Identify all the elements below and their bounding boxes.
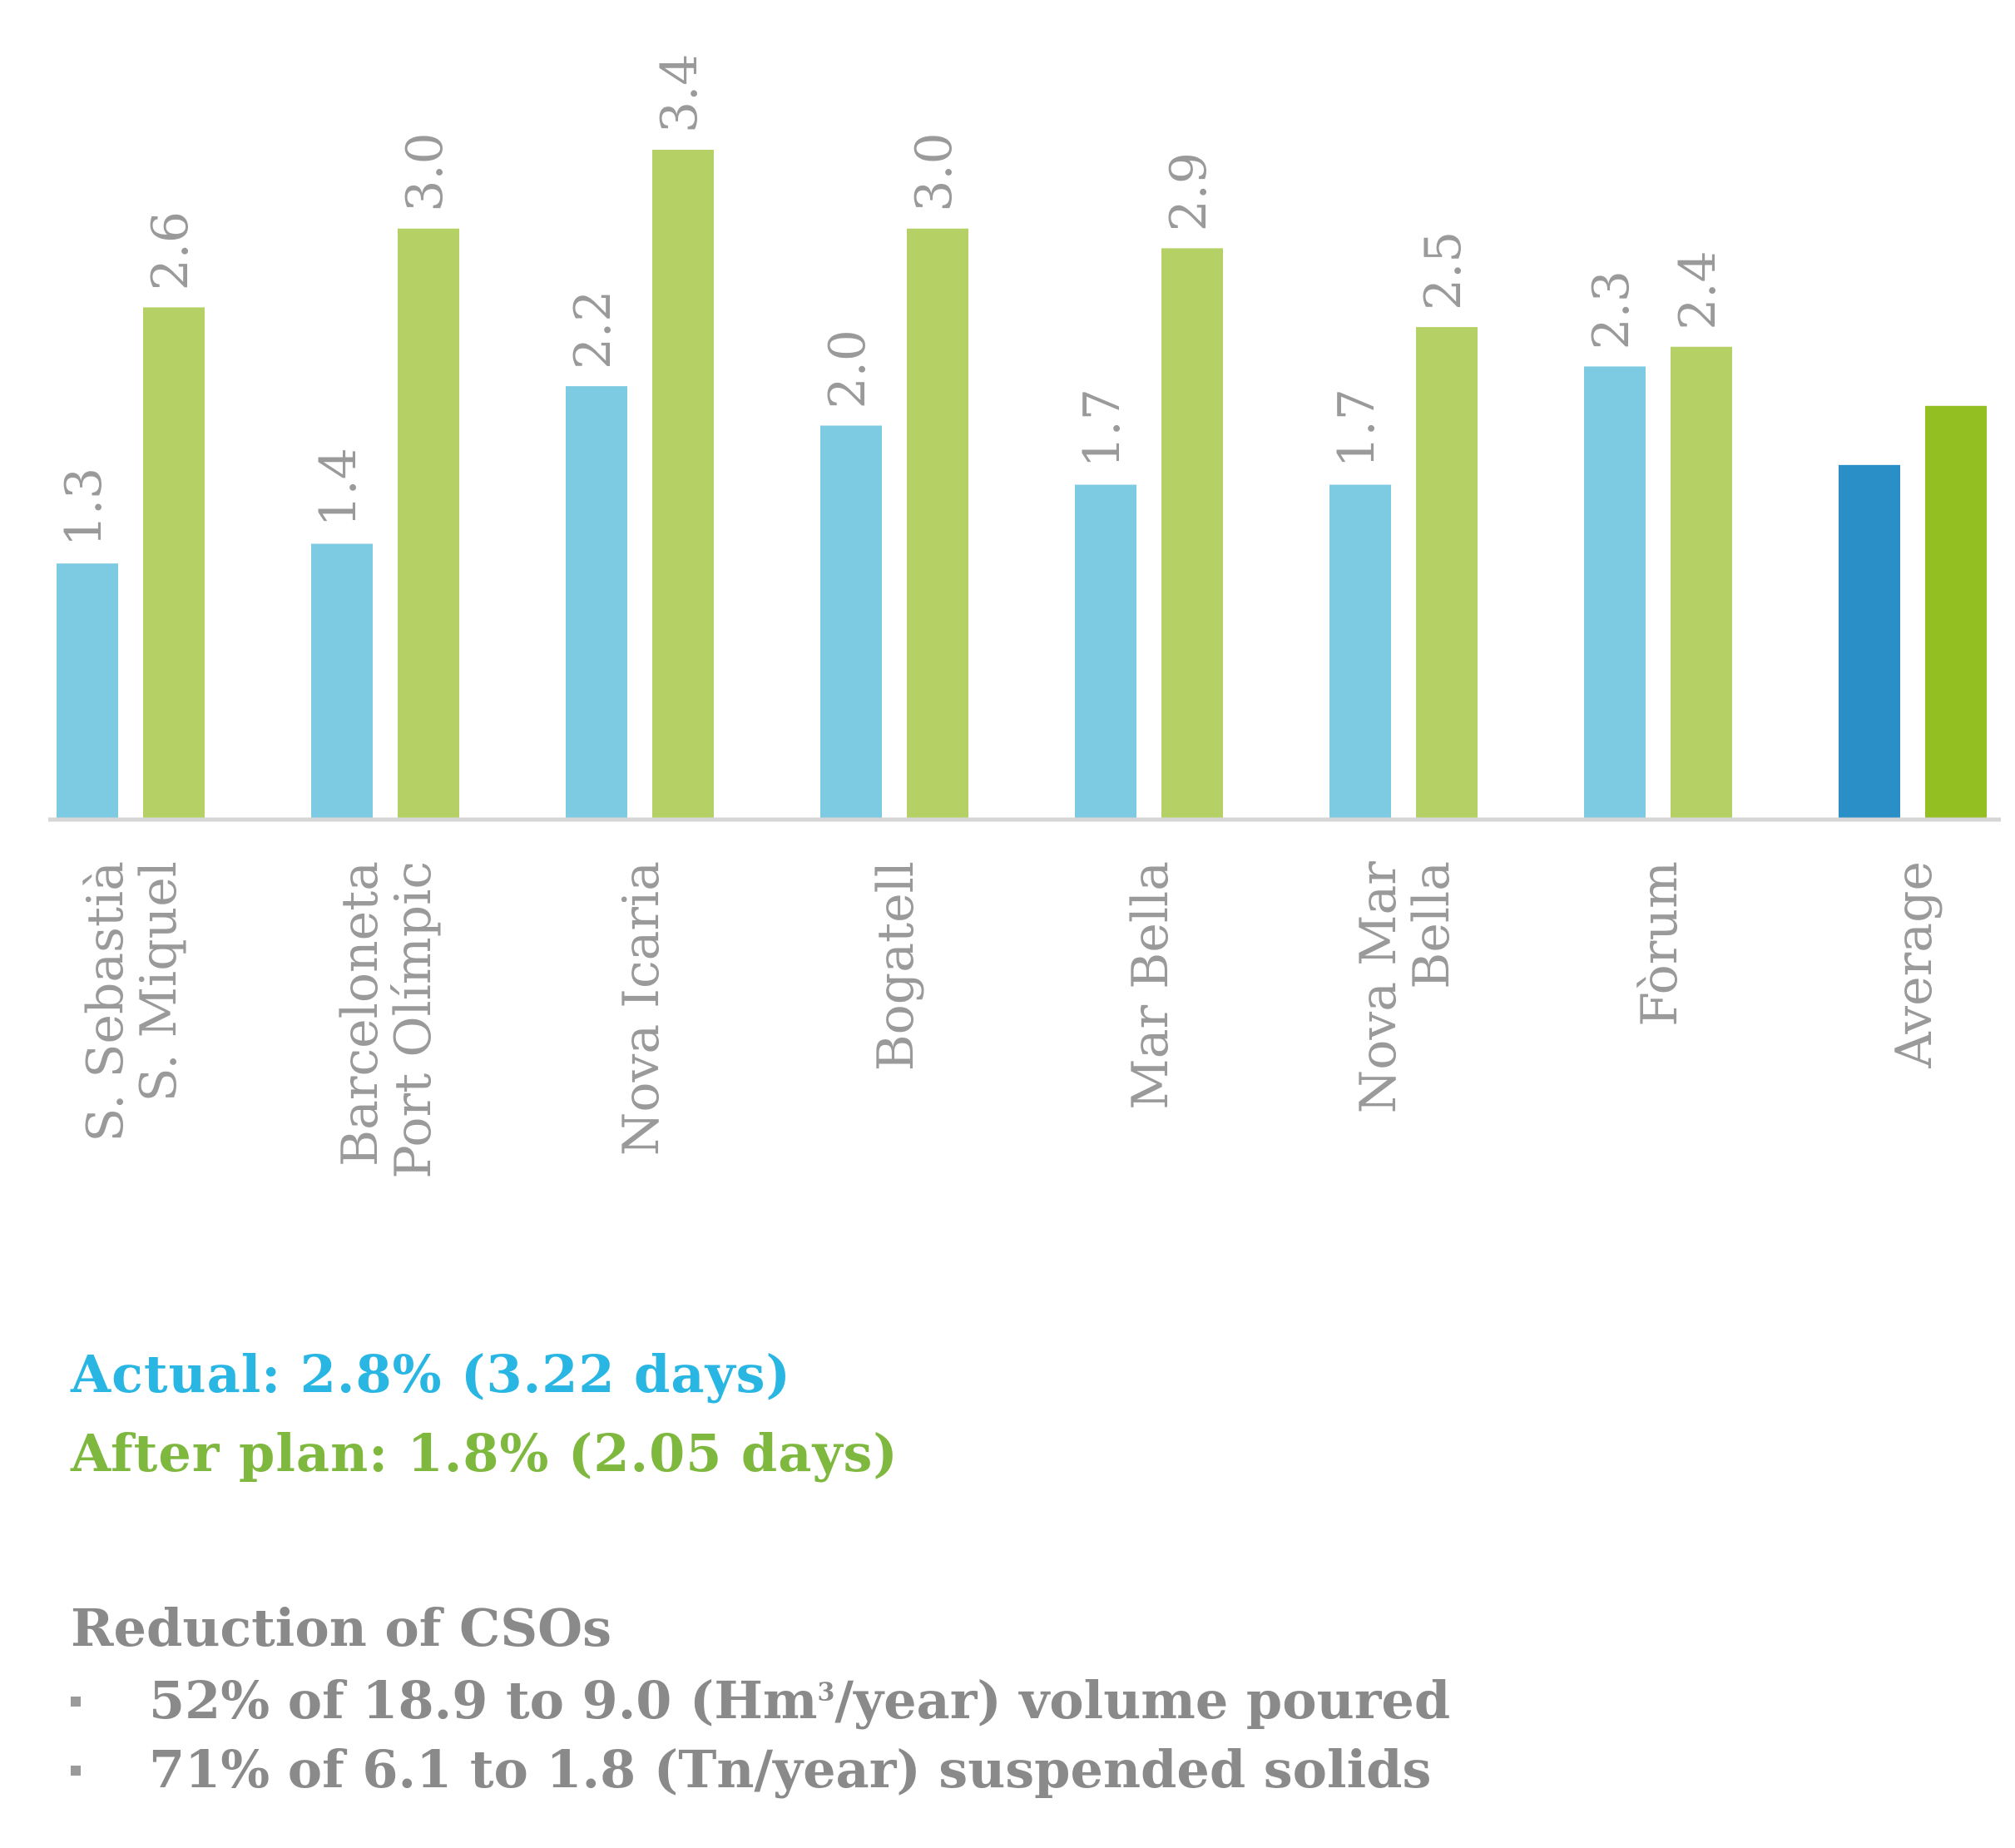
bar-after-plan-3 (907, 228, 968, 820)
bar-after-plan-7 (1925, 405, 1987, 820)
bar-actual-7 (1839, 464, 1900, 820)
data-label-after-plan-4: 2.9 (1160, 152, 1218, 231)
data-label-actual-3: 2.0 (819, 329, 877, 409)
category-label-5-1: Bella (1403, 861, 1461, 989)
data-label-actual-1: 1.4 (309, 448, 368, 527)
category-label-7-0: Average (1885, 861, 1943, 1069)
legend-after-plan: After plan: 1.8% (2.05 days) (71, 1423, 899, 1484)
data-label-after-plan-6: 2.4 (1669, 250, 1727, 329)
data-label-actual-0: 1.3 (55, 468, 113, 547)
bar-after-plan-6 (1671, 346, 1732, 820)
cso-notes: Reduction of CSOs 52% of 18.9 to 9.0 (Hm… (71, 1598, 1450, 1800)
data-label-after-plan-1: 3.0 (396, 132, 454, 211)
bar-actual-5 (1329, 484, 1391, 820)
data-label-after-plan-2: 3.4 (651, 54, 709, 133)
bullet-volume-post: /year) volume poured (834, 1670, 1451, 1731)
bullet-square-icon (71, 1697, 81, 1707)
data-label-actual-4: 1.7 (1073, 389, 1131, 468)
data-label-after-plan-5: 2.5 (1414, 231, 1473, 310)
data-label-after-plan-0: 2.6 (141, 211, 200, 290)
bar-after-plan-4 (1161, 248, 1223, 820)
bar-after-plan-0 (143, 307, 205, 820)
data-label-actual-6: 2.3 (1582, 270, 1641, 349)
bar-actual-1 (311, 543, 373, 820)
category-label-5-0: Nova Mar (1349, 861, 1408, 1114)
notes-bullet-solids: 71% of 6.1 to 1.8 (Tn/year) suspended so… (71, 1739, 1450, 1800)
notes-heading: Reduction of CSOs (71, 1598, 612, 1658)
bar-actual-6 (1584, 366, 1646, 820)
category-label-4-0: Mar Bella (1121, 861, 1180, 1110)
notes-bullet-volume: 52% of 18.9 to 9.0 (Hm3/year) volume pou… (71, 1670, 1450, 1731)
category-label-1-0: Barceloneta (331, 861, 389, 1167)
bar-after-plan-5 (1416, 327, 1478, 820)
category-label-3-0: Bogatell (867, 861, 925, 1071)
bar-actual-4 (1075, 484, 1136, 820)
category-label-0-1: S. Miquel (130, 861, 188, 1102)
category-label-2-0: Nova Icaria (612, 861, 671, 1156)
bullet-solids-text: 71% of 6.1 to 1.8 (Tn/year) suspended so… (149, 1739, 1432, 1800)
legend-actual: Actual: 2.8% (3.22 days) (71, 1344, 791, 1405)
bar-actual-2 (566, 386, 627, 820)
bullet-volume-sup: 3 (817, 1677, 835, 1707)
bullet-square-icon (71, 1766, 81, 1776)
bar-after-plan-2 (652, 150, 714, 820)
category-label-1-1: Port Olímpic (384, 861, 443, 1179)
data-label-actual-2: 2.2 (564, 290, 622, 369)
bullet-volume-pre: 52% of 18.9 to 9.0 (Hm (149, 1670, 818, 1731)
category-label-0-0: S. Sebastià (77, 861, 135, 1142)
bar-after-plan-1 (398, 228, 459, 820)
bar-actual-3 (820, 425, 882, 820)
category-label-6-0: Fòrum (1631, 861, 1689, 1027)
data-label-actual-5: 1.7 (1328, 389, 1386, 468)
bar-actual-0 (57, 563, 118, 820)
data-label-after-plan-3: 3.0 (905, 132, 963, 211)
